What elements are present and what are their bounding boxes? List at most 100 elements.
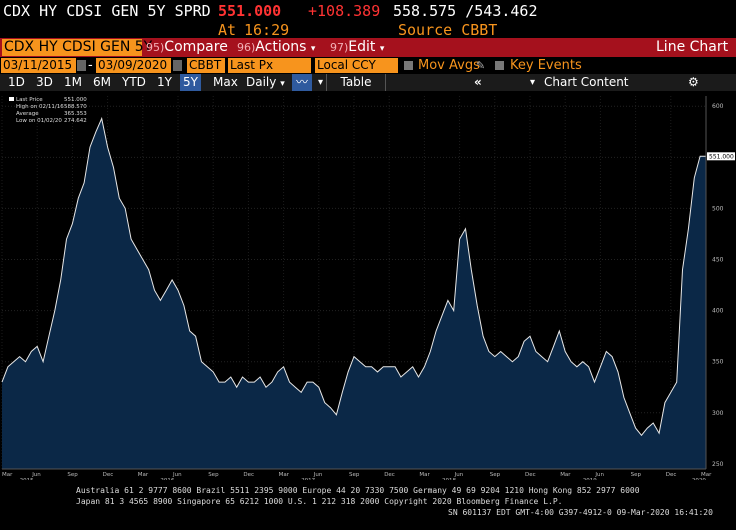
price-area-fill — [2, 118, 706, 469]
x-tick-label: Mar — [560, 472, 571, 478]
edit-button[interactable]: 97)Edit ▾ — [330, 38, 384, 57]
y-tick-label: 600 — [712, 103, 724, 110]
key-events-checkbox[interactable] — [495, 61, 504, 70]
actions-number: 96) — [237, 41, 256, 54]
mov-avgs-label[interactable]: Mov Avgs — [418, 58, 480, 73]
footer-contacts-1: Australia 61 2 9777 8600 Brazil 5511 239… — [76, 486, 640, 495]
x-tick-label: Sep — [67, 472, 78, 478]
actions-button[interactable]: 96)Actions ▾ — [237, 38, 315, 57]
edit-dropdown-icon: ▾ — [379, 44, 385, 54]
x-tick-label: Mar — [138, 472, 149, 478]
legend-high: High on 02/11/16 — [16, 104, 64, 110]
chart-content-button[interactable]: Chart Content — [544, 75, 629, 89]
y-tick-label: 400 — [712, 308, 724, 315]
time-value: 16:29 — [244, 21, 290, 39]
last-value-label: 551.000 — [709, 153, 734, 160]
footer-session: SN 601137 EDT GMT-4:00 G397-4912-0 09-Ma… — [448, 508, 713, 517]
legend-high-value: 588.570 — [64, 104, 87, 110]
frequency-label: Daily — [246, 75, 277, 89]
range-6m[interactable]: 6M — [93, 75, 111, 89]
last-value: 551.000 — [218, 2, 282, 20]
x-tick-label: Jun — [454, 472, 464, 478]
calendar-icon[interactable] — [77, 60, 86, 71]
x-tick-label: Dec — [525, 472, 536, 478]
frequency-dropdown-icon: ▾ — [280, 79, 285, 89]
x-tick-label: Jun — [313, 472, 323, 478]
range-1m[interactable]: 1M — [64, 75, 82, 89]
y-tick-label: 250 — [712, 461, 724, 468]
change-value: +108.389 — [308, 2, 381, 20]
compare-button[interactable]: 95)Compare — [146, 38, 228, 57]
source-label: Source CBBT — [398, 21, 498, 39]
y-tick-label: 500 — [712, 205, 724, 212]
range-5y[interactable]: 5Y — [180, 74, 201, 91]
edit-number: 97) — [330, 41, 349, 54]
date-separator-icon: - — [88, 58, 93, 73]
range-max[interactable]: Max — [213, 75, 238, 89]
x-tick-label: Sep — [208, 472, 219, 478]
frequency-selector[interactable]: Daily ▾ — [246, 74, 285, 91]
x-tick-label: Dec — [384, 472, 395, 478]
x-tick-label: Jun — [172, 472, 182, 478]
price-chart: 250300350400450500550600551.000 MarJunSe… — [0, 91, 736, 484]
legend: Last Price 551.000 High on 02/11/16 588.… — [9, 97, 87, 124]
legend-low-value: 274.642 — [64, 118, 87, 124]
footer-contacts-2: Japan 81 3 4565 8900 Singapore 65 6212 1… — [76, 497, 563, 506]
at-label: At — [218, 21, 237, 39]
x-tick-label: Sep — [349, 472, 360, 478]
legend-last-price: Last Price — [16, 97, 43, 103]
toolbar: CDX HY CDSI GEN 5Y 95)Compare 96)Actions… — [0, 38, 736, 57]
parameter-bar: 03/11/2015 - 03/09/2020 CBBT Last Px Loc… — [0, 57, 736, 74]
compare-label: Compare — [164, 39, 228, 55]
range-1y[interactable]: 1Y — [157, 75, 172, 89]
x-tick-label: Jun — [594, 472, 604, 478]
legend-last-price-value: 551.000 — [64, 97, 87, 103]
x-tick-label: Jun — [31, 472, 41, 478]
footer: Australia 61 2 9777 8600 Brazil 5511 239… — [0, 480, 736, 530]
range-1d[interactable]: 1D — [8, 75, 25, 89]
x-tick-label: Mar — [419, 472, 430, 478]
line-style-dropdown-icon[interactable]: ▾ — [318, 77, 324, 88]
line-style-icon[interactable]: 〰 — [292, 74, 312, 91]
gear-icon[interactable]: ⚙ — [688, 75, 699, 89]
x-tick-label: Mar — [279, 472, 290, 478]
key-events-label[interactable]: Key Events — [510, 58, 582, 73]
quote-header: CDX HY CDSI GEN 5Y SPRD 551.000 +108.389… — [0, 0, 736, 39]
actions-dropdown-icon: ▾ — [310, 44, 316, 54]
actions-label: Actions — [255, 39, 307, 55]
legend-average: Average — [16, 111, 39, 117]
currency-selector[interactable]: Local CCY — [315, 58, 398, 73]
start-date-field[interactable]: 03/11/2015 — [1, 58, 76, 73]
x-tick-label: Mar — [2, 472, 13, 478]
source-field[interactable]: CBBT — [187, 58, 225, 73]
y-tick-label: 450 — [712, 257, 724, 264]
pencil-icon[interactable]: ✎ — [476, 59, 486, 72]
compare-number: 95) — [146, 41, 165, 54]
chart-content-dropdown-icon[interactable]: ▾ — [530, 77, 536, 88]
high-low-value: 558.575 /543.462 — [393, 2, 538, 20]
y-tick-label: 350 — [712, 359, 724, 366]
field-selector[interactable]: Last Px — [228, 58, 311, 73]
chart-area: 250300350400450500550600551.000 MarJunSe… — [0, 91, 736, 484]
edit-label: Edit — [348, 39, 376, 55]
chart-type-label: Line Chart — [656, 39, 729, 55]
y-tick-label: 300 — [712, 410, 724, 417]
range-ytd[interactable]: YTD — [122, 75, 146, 89]
table-button[interactable]: Table — [326, 74, 386, 91]
x-tick-label: Sep — [490, 472, 501, 478]
legend-average-value: 365.353 — [64, 111, 87, 117]
security-field[interactable]: CDX HY CDSI GEN 5Y — [2, 39, 153, 56]
end-date-field[interactable]: 03/09/2020 — [96, 58, 171, 73]
x-tick-label: Dec — [243, 472, 254, 478]
x-tick-label: Dec — [666, 472, 677, 478]
collapse-icon[interactable]: « — [474, 75, 482, 89]
legend-swatch-last — [9, 97, 14, 101]
range-3d[interactable]: 3D — [36, 75, 53, 89]
x-tick-label: Dec — [103, 472, 114, 478]
calendar-icon[interactable] — [173, 60, 182, 71]
x-tick-label: Mar — [701, 472, 712, 478]
legend-low: Low on 01/02/20 — [16, 118, 62, 124]
price-line — [1, 116, 706, 437]
ticker-title: CDX HY CDSI GEN 5Y SPRD — [3, 2, 211, 20]
mov-avgs-checkbox[interactable] — [404, 61, 413, 70]
